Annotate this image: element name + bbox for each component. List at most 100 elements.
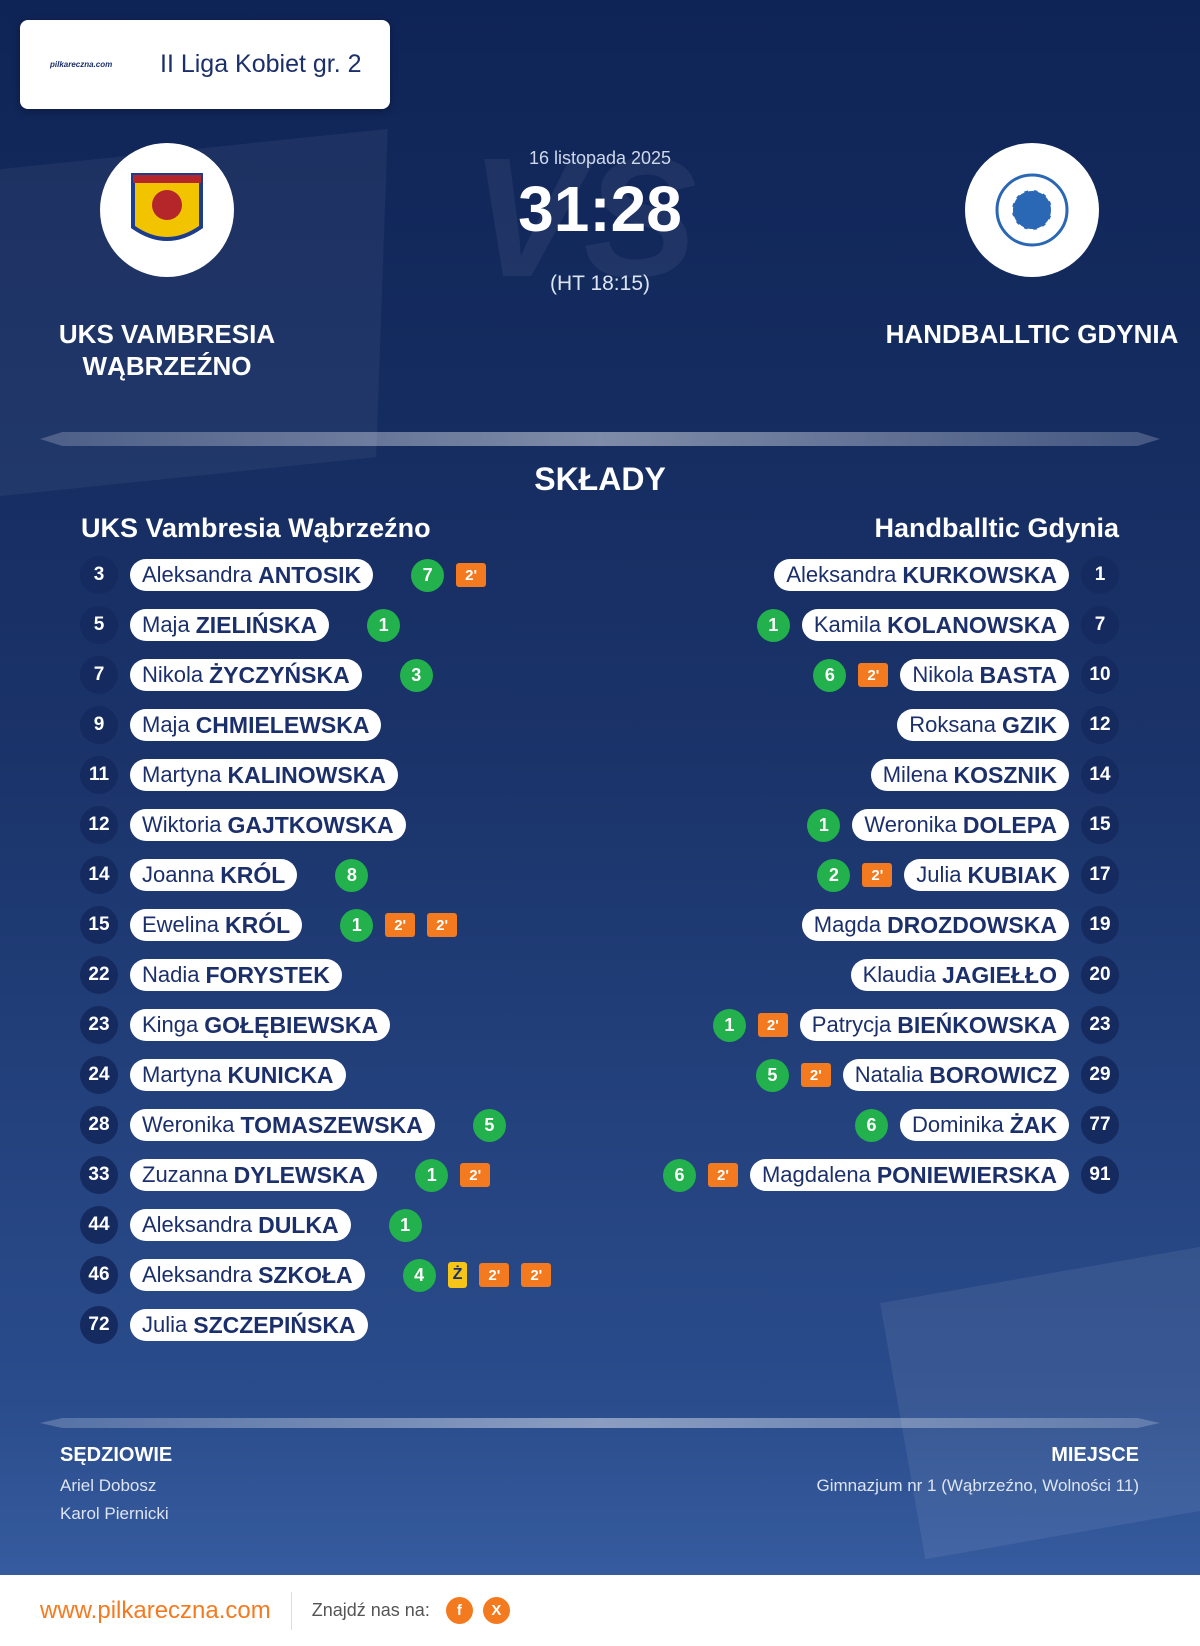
away-crest [965,143,1099,277]
last-name: DROZDOWSKA [887,911,1057,938]
player-number: 1 [1081,556,1119,594]
player-row: 28 Weronika TOMASZEWSKA 5 [80,1106,506,1144]
score: 31:28 [518,173,682,245]
player-name: Kinga GOŁĘBIEWSKA [130,1009,391,1041]
last-name: GAJTKOWSKA [227,811,394,838]
player-row: 24 Martyna KUNICKA [80,1056,346,1094]
goals-badge: 5 [755,1058,789,1092]
player-number: 11 [80,756,118,794]
player-row: 6 2' Magdalena PONIEWIERSKA 91 [663,1156,1119,1194]
suspension-badge: 2' [479,1263,510,1287]
player-name: Roksana GZIK [897,709,1069,741]
goals-badge: 6 [663,1158,697,1192]
last-name: BOROWICZ [929,1061,1057,1088]
decoration [880,1240,1200,1560]
goals-badge: 7 [411,558,445,592]
goals-badge: 1 [367,608,401,642]
halftime-score: (HT 18:15) [550,272,650,295]
player-row: Magda DROZDOWSKA 19 [801,906,1119,944]
first-name: Dominika [912,1112,1004,1137]
first-name: Weronika [142,1112,235,1137]
last-name: ŻAK [1009,1111,1057,1138]
player-name: Wiktoria GAJTKOWSKA [130,809,406,841]
official-name: Ariel Dobosz [60,1476,157,1495]
player-row: 11 Martyna KALINOWSKA [80,756,398,794]
player-number: 44 [80,1206,118,1244]
goals-badge: 1 [388,1208,422,1242]
player-row: 22 Nadia FORYSTEK [80,956,342,994]
last-name: ZIELIŃSKA [195,611,318,638]
first-name: Weronika [864,812,957,837]
official-name: Karol Piernicki [60,1504,169,1523]
player-name: Nikola BASTA [900,659,1069,691]
suspension-badge: 2' [460,1163,491,1187]
player-name: Kamila KOLANOWSKA [801,609,1069,641]
player-name: Weronika TOMASZEWSKA [130,1109,435,1141]
first-name: Milena [882,762,948,787]
x-link[interactable]: X [482,1597,510,1624]
last-name: CHMIELEWSKA [195,711,370,738]
player-name: Aleksandra SZKOŁA [130,1259,365,1291]
player-row: 44 Aleksandra DULKA 1 [80,1206,422,1244]
last-name: DOLEPA [962,811,1057,838]
player-name: Klaudia JAGIEŁŁO [850,959,1069,991]
player-row: 12 Wiktoria GAJTKOWSKA [80,806,406,844]
player-name: Natalia BOROWICZ [842,1059,1069,1091]
last-name: KUNICKA [227,1061,334,1088]
first-name: Aleksandra [142,562,253,587]
player-name: Martyna KUNICKA [130,1059,346,1091]
goals-badge: 2 [817,858,851,892]
first-name: Aleksandra [142,1212,253,1237]
player-number: 17 [1081,856,1119,894]
goals-badge: 5 [472,1108,506,1142]
player-number: 23 [1081,1006,1119,1044]
first-name: Maja [142,612,190,637]
player-number: 29 [1081,1056,1119,1094]
player-row: 1 Weronika DOLEPA 15 [807,806,1119,844]
first-name: Magda [813,912,882,937]
player-number: 22 [80,956,118,994]
vs-watermark: VS [470,123,697,313]
player-name: Ewelina KRÓL [130,909,303,941]
first-name: Zuzanna [142,1162,228,1187]
first-name: Roksana [909,712,997,737]
player-name: Aleksandra KURKOWSKA [774,559,1069,591]
player-number: 9 [80,706,118,744]
player-number: 24 [80,1056,118,1094]
goals-badge: 1 [340,908,374,942]
venue-title: MIEJSCE [1051,1444,1139,1466]
player-row: 7 Nikola ŻYCZYŃSKA 3 [80,656,433,694]
player-number: 91 [1081,1156,1119,1194]
first-name: Julia [142,1312,188,1337]
first-name: Joanna [142,862,215,887]
site-link[interactable]: www.pilkareczna.com [40,1591,292,1630]
player-number: 72 [80,1306,118,1344]
player-name: Aleksandra ANTOSIK [130,559,374,591]
last-name: BIEŃKOWSKA [897,1011,1057,1038]
player-number: 7 [1081,606,1119,644]
yellow-card: Ż [447,1262,468,1288]
player-row: 23 Kinga GOŁĘBIEWSKA [80,1006,391,1044]
player-row: 72 Julia SZCZEPIŃSKA [80,1306,368,1344]
player-number: 10 [1081,656,1119,694]
officials-title: SĘDZIOWIE [60,1444,173,1466]
player-name: Martyna KALINOWSKA [130,759,398,791]
first-name: Aleksandra [142,1262,253,1287]
facebook-link[interactable]: f [445,1597,473,1624]
player-number: 3 [80,556,118,594]
goals-badge: 1 [712,1008,746,1042]
first-name: Aleksandra [786,562,897,587]
player-row: 6 2' Nikola BASTA 10 [813,656,1119,694]
player-number: 12 [80,806,118,844]
player-name: Patrycja BIEŃKOWSKA [799,1009,1069,1041]
player-name: Zuzanna DYLEWSKA [130,1159,378,1191]
first-name: Martyna [142,762,222,787]
player-number: 19 [1081,906,1119,944]
match-date: 16 listopada 2025 [528,148,672,168]
first-name: Magdalena [761,1162,871,1187]
player-name: Nadia FORYSTEK [130,959,342,991]
player-row: 1 Kamila KOLANOWSKA 7 [756,606,1119,644]
player-row: 46 Aleksandra SZKOŁA 4 Ż 2' 2' [80,1256,552,1294]
first-name: Kamila [813,612,882,637]
goals-badge: 8 [335,858,369,892]
